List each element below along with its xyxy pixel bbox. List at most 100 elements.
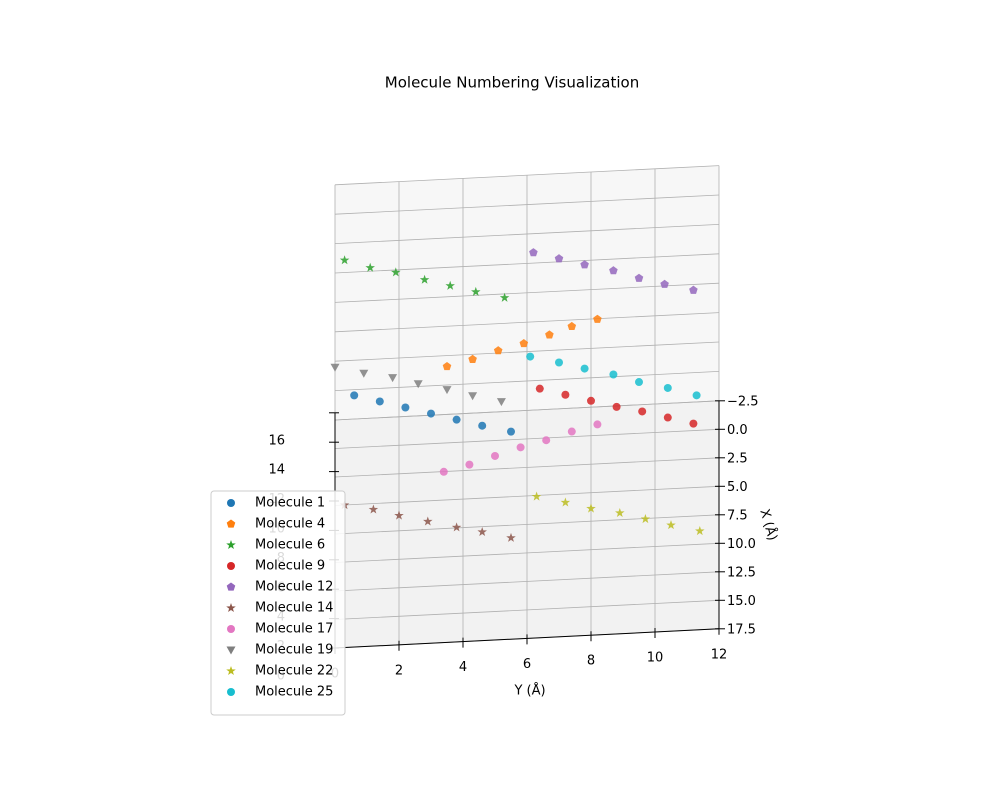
point xyxy=(531,491,542,501)
grid-line xyxy=(334,599,720,620)
legend-marker xyxy=(226,666,236,676)
point xyxy=(478,421,487,430)
point xyxy=(496,398,506,407)
point xyxy=(638,407,647,416)
grid-line xyxy=(334,428,720,449)
legend-marker xyxy=(226,603,236,613)
point xyxy=(468,392,478,401)
legend-marker xyxy=(227,625,235,633)
grid-line xyxy=(334,194,720,215)
point xyxy=(542,436,551,445)
point xyxy=(612,402,621,411)
point xyxy=(663,383,672,392)
y-tick-label: 2 xyxy=(395,663,403,678)
point xyxy=(692,391,701,400)
point xyxy=(499,292,510,302)
point xyxy=(419,274,430,284)
legend-label: Molecule 25 xyxy=(255,685,333,700)
grid-line xyxy=(334,457,720,478)
point xyxy=(368,504,379,514)
grid-line xyxy=(334,400,720,421)
point xyxy=(689,419,698,428)
point xyxy=(330,363,340,372)
point xyxy=(394,510,404,520)
point xyxy=(452,415,461,424)
point xyxy=(350,391,359,400)
point xyxy=(554,254,564,263)
point xyxy=(593,420,602,429)
legend-label: Molecule 12 xyxy=(255,580,333,595)
y-tick-label: 4 xyxy=(459,660,467,675)
point xyxy=(666,520,676,530)
point xyxy=(526,352,535,361)
point xyxy=(560,497,571,507)
x-tick-label: −2.5 xyxy=(727,394,759,409)
legend-label: Molecule 17 xyxy=(255,622,333,637)
point xyxy=(545,330,554,339)
grid-line xyxy=(334,571,720,592)
legend-box xyxy=(210,490,346,716)
grid-line xyxy=(334,341,720,362)
point xyxy=(359,369,369,378)
point xyxy=(535,384,544,393)
grid-line xyxy=(334,165,720,186)
x-tick-label: 5.0 xyxy=(727,480,748,495)
grid-line xyxy=(334,485,720,506)
point xyxy=(695,526,705,536)
point xyxy=(439,467,448,476)
legend: Molecule 1 Molecule 4 Molecule 6 Molecule 9… xyxy=(210,490,346,716)
y-tick-label: 12 xyxy=(711,647,728,662)
point xyxy=(609,370,618,379)
z-tick-label: 14 xyxy=(268,463,285,478)
point xyxy=(413,380,423,389)
x-tick-label: 17.5 xyxy=(727,622,756,637)
point xyxy=(580,260,589,269)
point xyxy=(561,390,570,399)
point xyxy=(593,314,602,323)
x-tick-label: 12.5 xyxy=(727,565,756,580)
legend-marker xyxy=(226,646,236,655)
point xyxy=(375,397,384,406)
y-tick-label: 8 xyxy=(587,654,595,669)
point xyxy=(477,526,487,537)
grid-line xyxy=(334,253,720,274)
x-tick-label: 15.0 xyxy=(727,594,756,609)
legend-marker xyxy=(226,582,236,591)
point xyxy=(388,374,398,383)
chart-title: Molecule Numbering Visualization xyxy=(385,74,639,92)
point xyxy=(391,267,401,277)
z-tick-label: 16 xyxy=(268,433,285,448)
grid-line xyxy=(334,542,720,563)
point xyxy=(635,378,643,387)
point xyxy=(442,361,452,371)
grid-line xyxy=(334,371,720,391)
x-tick-label: 2.5 xyxy=(727,451,748,466)
point xyxy=(451,522,462,532)
legend-label: Molecule 9 xyxy=(255,559,325,574)
x-tick-label: 7.5 xyxy=(727,508,748,523)
legend-label: Molecule 1 xyxy=(255,496,325,511)
legend-marker xyxy=(227,562,235,570)
legend-label: Molecule 19 xyxy=(255,643,333,658)
point xyxy=(507,427,515,436)
legend-label: Molecule 4 xyxy=(255,517,325,532)
point xyxy=(580,364,589,373)
point xyxy=(555,358,563,367)
x-tick-label: 0.0 xyxy=(727,423,748,438)
x-tick-label: 10.0 xyxy=(727,537,756,552)
point xyxy=(465,460,474,469)
grid-line xyxy=(334,312,720,333)
point xyxy=(615,507,625,518)
point xyxy=(519,339,529,348)
legend-marker xyxy=(227,499,235,507)
point xyxy=(493,346,503,355)
point xyxy=(468,354,477,363)
legend-label: Molecule 6 xyxy=(255,538,325,553)
point xyxy=(401,403,410,412)
point xyxy=(567,427,576,436)
point xyxy=(663,413,672,422)
point xyxy=(506,532,516,542)
point xyxy=(365,262,375,272)
legend-marker xyxy=(227,688,235,696)
